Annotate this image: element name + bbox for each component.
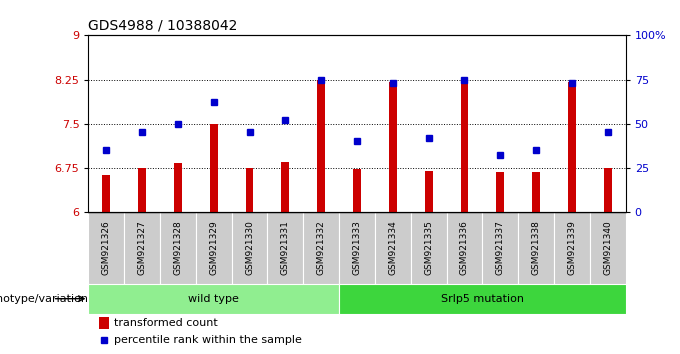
Bar [389,82,396,212]
Text: GSM921331: GSM921331 [281,220,290,275]
Bar [339,284,626,314]
Bar [88,212,124,284]
Text: GSM921327: GSM921327 [137,220,147,275]
Text: Srlp5 mutation: Srlp5 mutation [441,294,524,304]
Text: GSM921328: GSM921328 [173,220,182,275]
Bar [460,80,469,212]
Bar [532,172,540,212]
Text: transformed count: transformed count [114,318,218,328]
Text: GSM921326: GSM921326 [102,220,111,275]
Bar [174,163,182,212]
Bar [124,212,160,284]
Text: GSM921332: GSM921332 [317,220,326,275]
Text: GSM921329: GSM921329 [209,220,218,275]
Bar [482,212,518,284]
Text: genotype/variation: genotype/variation [0,294,88,304]
Bar [267,212,303,284]
Bar [496,172,504,212]
Text: GSM921333: GSM921333 [352,220,362,275]
Bar [103,175,110,212]
Bar [88,284,339,314]
Bar [318,80,325,212]
Bar [447,212,482,284]
Text: GSM921336: GSM921336 [460,220,469,275]
Bar [353,169,361,212]
Bar [99,317,109,329]
Text: wild type: wild type [188,294,239,304]
Bar [245,168,254,212]
Bar [303,212,339,284]
Bar [604,168,611,212]
Text: GDS4988 / 10388042: GDS4988 / 10388042 [88,19,238,33]
Bar [554,212,590,284]
Text: percentile rank within the sample: percentile rank within the sample [114,335,302,345]
Bar [196,212,232,284]
Bar [339,212,375,284]
Bar [138,168,146,212]
Text: GSM921330: GSM921330 [245,220,254,275]
Text: GSM921335: GSM921335 [424,220,433,275]
Text: GSM921339: GSM921339 [567,220,577,275]
Text: GSM921340: GSM921340 [603,220,612,275]
Bar [568,82,576,212]
Bar [210,124,218,212]
Bar [160,212,196,284]
Bar [411,212,447,284]
Bar [425,171,432,212]
Bar [518,212,554,284]
Text: GSM921338: GSM921338 [532,220,541,275]
Text: GSM921334: GSM921334 [388,220,397,275]
Bar [590,212,626,284]
Bar [232,212,267,284]
Bar [282,162,289,212]
Text: GSM921337: GSM921337 [496,220,505,275]
Bar [375,212,411,284]
